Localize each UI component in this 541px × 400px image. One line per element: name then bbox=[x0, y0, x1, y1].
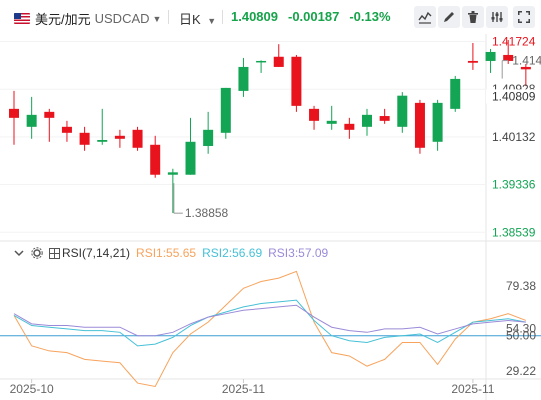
price-change: -0.00187 bbox=[288, 9, 340, 24]
candle-body bbox=[220, 87, 231, 133]
rsi-series-line-1 bbox=[13, 270, 527, 388]
candle-body bbox=[203, 129, 214, 146]
quote-info: 1.40809 -0.00187 -0.13% bbox=[231, 9, 391, 24]
candle-body bbox=[326, 120, 337, 124]
candle-body bbox=[185, 141, 196, 175]
candle-body bbox=[26, 114, 37, 127]
candle-body bbox=[432, 102, 443, 142]
pair-name: 美元/加元 bbox=[35, 12, 91, 27]
fullscreen-icon bbox=[518, 11, 530, 23]
high-price-label: 1.41406 bbox=[512, 54, 541, 68]
rsi3-value: RSI3:57.09 bbox=[268, 246, 329, 260]
indicator-name: RSI(7,14,21) bbox=[62, 246, 131, 260]
chevron-down-icon: ▼ bbox=[207, 16, 217, 26]
candle-body bbox=[79, 132, 90, 145]
price-tick-label: 1.39336 bbox=[492, 178, 536, 192]
candle-body bbox=[150, 144, 161, 175]
indicator-button[interactable] bbox=[414, 6, 436, 28]
candle-body bbox=[450, 78, 461, 109]
candle-body bbox=[397, 95, 408, 127]
rsi-tick-label: 54.30 bbox=[506, 321, 536, 335]
chevron-down-icon: ▼ bbox=[152, 13, 162, 24]
last-price-label: 1.40809 bbox=[492, 89, 536, 103]
price-tick-label: 1.41724 bbox=[492, 35, 536, 49]
rsi-tick-label: 79.38 bbox=[506, 279, 536, 293]
candle-body bbox=[344, 123, 355, 130]
period-selector[interactable]: 日K ▼ bbox=[179, 9, 216, 28]
candle-body bbox=[61, 126, 72, 133]
last-price: 1.40809 bbox=[231, 9, 278, 24]
candle-body bbox=[44, 111, 55, 118]
price-tick-label: 1.38539 bbox=[492, 225, 536, 239]
settings-button[interactable] bbox=[486, 6, 508, 28]
rsi-tick-label: 50.00 bbox=[506, 329, 536, 343]
candle-body bbox=[114, 135, 125, 139]
rsi-tick-label: 29.22 bbox=[506, 364, 536, 378]
indicator-grid-icon bbox=[49, 247, 60, 259]
settings-icon bbox=[491, 12, 503, 22]
candle-body bbox=[238, 66, 249, 91]
candle-body bbox=[414, 102, 425, 148]
candle-body bbox=[256, 60, 267, 63]
chart-header: 美元/加元 USDCAD ▼ 日K ▼ 1.40809 -0.00187 -0.… bbox=[0, 0, 541, 34]
rsi-series-line-2 bbox=[13, 299, 526, 347]
candle-body bbox=[379, 116, 390, 121]
candle-body bbox=[467, 60, 478, 63]
price-change-pct: -0.13% bbox=[349, 9, 391, 24]
candle-body bbox=[362, 114, 372, 127]
rsi1-value: RSI1:55.65 bbox=[136, 246, 197, 260]
low-price-label: 1.38858 bbox=[185, 206, 229, 220]
indicator-icon bbox=[418, 11, 432, 24]
rsi-series-line-3 bbox=[13, 304, 526, 337]
candle-body bbox=[9, 108, 19, 118]
divider bbox=[222, 10, 223, 24]
price-tick-label: 1.40132 bbox=[492, 130, 536, 144]
draw-button[interactable] bbox=[438, 6, 460, 28]
indicator-legend: RSI(7,14,21) RSI1:55.65 RSI2:56.69 RSI3:… bbox=[13, 246, 328, 260]
x-tick-label: 2025-11 bbox=[222, 382, 265, 396]
delete-button[interactable] bbox=[462, 6, 484, 28]
candle-body bbox=[520, 66, 531, 70]
x-tick-label: 2025-10 bbox=[10, 382, 54, 396]
fullscreen-button[interactable] bbox=[513, 6, 535, 28]
delete-icon bbox=[468, 11, 478, 23]
us-flag-icon bbox=[14, 13, 30, 24]
candle-body bbox=[132, 129, 143, 148]
period-label: 日K bbox=[179, 12, 201, 27]
candle-body bbox=[273, 56, 284, 67]
candle-body bbox=[167, 172, 178, 175]
symbol-selector[interactable]: 美元/加元 USDCAD ▼ bbox=[14, 9, 161, 28]
indicator-settings-icon[interactable] bbox=[31, 247, 43, 259]
draw-icon bbox=[444, 12, 454, 22]
candle-body bbox=[291, 56, 302, 106]
x-tick-label: 2025-11 bbox=[451, 382, 494, 396]
candle-body bbox=[97, 139, 108, 142]
rsi2-value: RSI2:56.69 bbox=[202, 246, 263, 260]
last-price-bg bbox=[486, 89, 541, 104]
candle-body bbox=[485, 51, 496, 61]
divider bbox=[168, 10, 169, 24]
candle-body bbox=[309, 108, 320, 121]
chevron-down-icon[interactable] bbox=[13, 247, 25, 259]
symbol-code: USDCAD bbox=[94, 11, 150, 26]
candle-body bbox=[503, 54, 514, 61]
